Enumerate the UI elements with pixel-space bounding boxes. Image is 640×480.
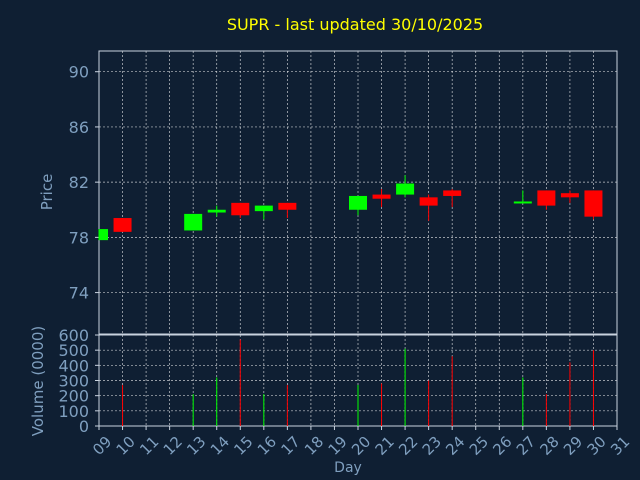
volume-tick-label: 200 [58,387,89,406]
candle-body [349,195,367,210]
candle-body [207,209,226,213]
price-plot-frame [98,50,618,335]
volume-axis-label: Volume (0000) [29,326,47,436]
price-tick-label: 74 [69,284,89,303]
day-axis-label: Day [334,460,362,476]
volume-tick-label: 600 [58,326,89,345]
volume-tick-label: 0 [79,417,89,436]
candle-body [231,202,250,216]
candle-body [254,205,273,212]
price-tick-label: 86 [69,118,89,137]
candle-body [584,190,603,217]
candle-body [278,202,297,210]
candle-body [372,194,391,199]
price-tick-label: 82 [69,173,89,192]
candle-body [513,201,532,204]
candle-body [113,218,132,232]
volume-tick-label: 400 [58,356,89,375]
price-tick-label: 78 [69,228,89,247]
volume-tick-label: 100 [58,402,89,421]
candle-body [419,197,438,206]
candle-body [537,190,556,206]
price-tick-label: 90 [69,63,89,82]
chart-title: SUPR - last updated 30/10/2025 [227,15,483,34]
candle-body [99,229,108,241]
price-axis-label: Price [38,174,56,211]
price-panel: 90 86 82 78 74 [69,50,618,335]
volume-tick-label: 300 [58,372,89,391]
candle-body [560,193,579,198]
candle-body [443,190,462,196]
volume-tick-label: 500 [58,341,89,360]
candle-body [396,183,415,195]
candle-body [184,213,203,231]
